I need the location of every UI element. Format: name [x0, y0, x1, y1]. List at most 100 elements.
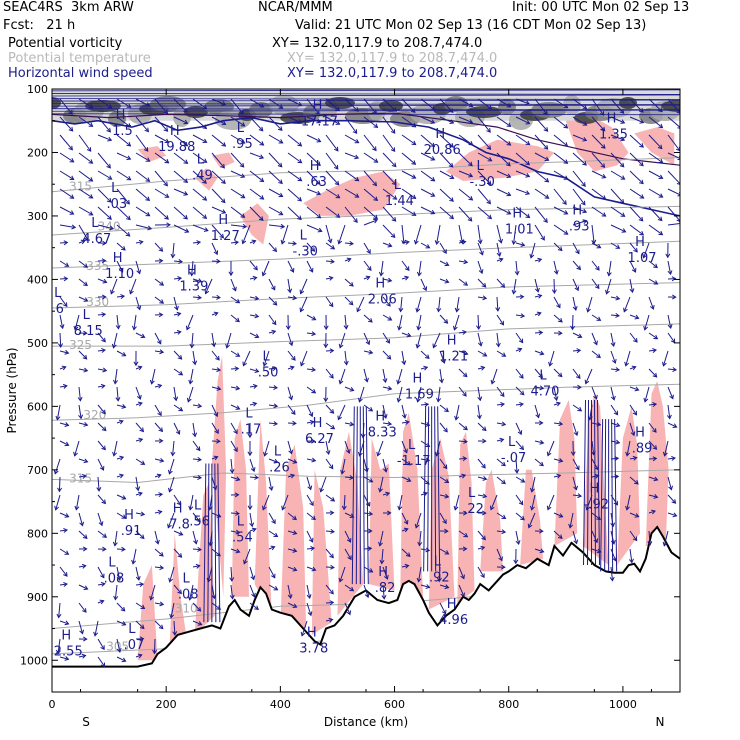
wind-vector-206 [173, 368, 183, 376]
wind-arrowhead-806 [573, 539, 579, 545]
wind-arrowhead-208 [178, 406, 184, 412]
wind-vector-515 [382, 170, 397, 185]
wind-arrowhead-673 [482, 493, 488, 499]
wind-vector-345 [268, 242, 277, 252]
wind-vector-532 [379, 476, 384, 492]
wind-vector-271 [211, 456, 218, 460]
wind-arrowhead-337 [278, 104, 284, 109]
wind-arrowhead-13 [58, 343, 64, 348]
pv-shading-14 [520, 469, 543, 566]
pv-shading-18 [645, 381, 669, 546]
wind-arrowhead-324 [252, 383, 258, 389]
wind-arrowhead-512 [390, 129, 396, 134]
wind-vector-541 [401, 134, 416, 145]
wind-arrowhead-40 [80, 239, 86, 245]
wind-arrowhead-767 [551, 289, 557, 295]
wind-arrowhead-371 [297, 215, 302, 221]
wind-vector-887 [648, 116, 663, 129]
pv-extremum-value-33: .03 [106, 197, 127, 212]
wind-arrowhead-459 [354, 193, 360, 198]
wind-arrowhead-229 [196, 240, 202, 246]
wind-arrowhead-110 [121, 351, 127, 357]
wind-vector-927 [667, 386, 674, 399]
wind-arrowhead-32 [88, 103, 94, 109]
wind-vector-160 [154, 98, 168, 114]
wind-arrowhead-636 [462, 329, 467, 335]
wind-arrowhead-489 [373, 214, 379, 220]
wind-arrowhead-625 [468, 141, 474, 146]
wind-vector-715 [513, 278, 517, 294]
wind-vector-49 [78, 404, 82, 419]
wind-arrowhead-121 [121, 546, 126, 552]
wind-arrowhead-65 [106, 127, 111, 133]
wind-arrowhead-138 [129, 289, 134, 295]
wind-vector-751 [534, 458, 544, 467]
wind-vector-886 [648, 98, 663, 112]
wind-arrowhead-675 [481, 535, 486, 541]
wind-arrowhead-345 [272, 247, 278, 253]
wind-vector-338 [268, 116, 283, 131]
wind-arrowhead-387 [281, 505, 286, 511]
wind-arrowhead-152 [139, 534, 145, 540]
wind-vector-301 [230, 476, 240, 481]
wind-vector-112 [116, 386, 119, 401]
wind-vector-667 [477, 386, 481, 401]
wind-arrowhead-917 [676, 217, 680, 222]
wind-vector-638 [458, 368, 468, 377]
updraft-line-3-2 [365, 406, 369, 585]
wind-vector-194 [173, 152, 188, 164]
wind-arrowhead-338 [277, 126, 283, 131]
wind-arrowhead-605 [436, 307, 442, 313]
wind-vector-581 [420, 366, 428, 370]
wind-arrowhead-642 [463, 438, 468, 444]
wind-arrowhead-681 [506, 161, 511, 167]
wind-arrowhead-483 [372, 109, 377, 115]
wind-arrowhead-934 [672, 512, 678, 518]
wind-vector-643 [458, 457, 467, 460]
wind-arrowhead-465 [348, 300, 354, 306]
wind-vector-228 [192, 224, 209, 232]
wind-arrowhead-709 [525, 173, 531, 178]
wind-vector-42 [78, 278, 88, 286]
wind-arrowhead-865 [639, 194, 645, 199]
wind-vector-734 [534, 152, 549, 161]
wind-arrowhead-787 [580, 200, 586, 206]
wind-arrowhead-530 [376, 451, 382, 457]
wind-vector-700 [490, 494, 498, 510]
wind-vector-459 [344, 188, 359, 198]
wind-arrowhead-925 [662, 361, 667, 367]
wind-arrowhead-175 [149, 379, 155, 385]
wind-arrowhead-741 [535, 287, 540, 293]
wind-vector-725 [515, 458, 518, 473]
wind-arrowhead-210 [170, 451, 176, 457]
wind-vector-918 [667, 222, 680, 226]
pv-extremum-marker-7: L [237, 514, 245, 529]
wind-vector-46 [78, 350, 88, 360]
wind-vector-91 [97, 583, 105, 586]
wind-arrowhead-323 [254, 368, 260, 374]
wind-arrowhead-369 [297, 176, 303, 182]
updraft-line-2--2 [600, 419, 604, 572]
wind-vector-612 [439, 422, 448, 433]
wind-arrowhead-841 [615, 244, 621, 249]
wind-arrowhead-893 [658, 230, 664, 236]
pv-extremum-value-35: 1.01 [505, 222, 534, 237]
wind-arrowhead-222 [202, 124, 208, 130]
wind-arrowhead-3 [69, 158, 75, 163]
theta-label-1: 310 [175, 602, 198, 616]
wind-arrowhead-199 [170, 253, 176, 259]
wind-vector-629 [458, 206, 473, 222]
pv-extremum-marker-21: H [447, 597, 457, 612]
wind-vector-265 [211, 350, 220, 361]
pv-extremum-marker-42: H [435, 127, 445, 142]
wind-vector-607 [432, 332, 441, 348]
wind-arrowhead-87 [98, 521, 104, 527]
wind-arrowhead-500 [368, 407, 374, 412]
wind-arrowhead-640 [454, 415, 460, 421]
wind-arrowhead-892 [657, 216, 663, 222]
wind-vector-881 [629, 476, 639, 485]
wind-vector-579 [416, 332, 422, 348]
wind-arrowhead-792 [574, 286, 580, 292]
wind-arrowhead-176 [157, 383, 163, 389]
wind-arrowhead-523 [387, 316, 393, 321]
